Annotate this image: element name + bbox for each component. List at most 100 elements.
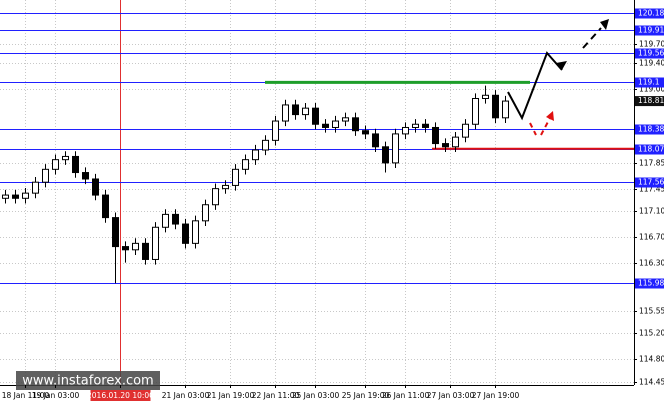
level-box <box>635 8 664 19</box>
candle-body <box>332 120 339 128</box>
candle-body <box>282 104 289 122</box>
last-price-box <box>635 96 664 107</box>
y-tick-label: 116.70 <box>639 233 664 242</box>
x-tick-label: 21 Jan 03:00 <box>162 391 210 400</box>
x-tick-label: 18 Jan 11:00 <box>2 391 50 400</box>
y-tick-label: 117.85 <box>639 159 664 168</box>
x-tick-label: 25 Jan 19:00 <box>342 391 390 400</box>
candle-body <box>302 107 309 116</box>
candle-body <box>352 117 359 132</box>
candle-body <box>382 146 389 164</box>
candle-body <box>492 94 499 119</box>
candle-body <box>312 107 319 125</box>
candle-body <box>392 133 399 164</box>
arrow-head <box>546 111 554 121</box>
level-label: 118.38 <box>638 125 664 134</box>
candle-body <box>152 226 159 260</box>
candle-body <box>122 246 129 251</box>
level-label: 118.07 <box>638 145 664 154</box>
candle-body <box>142 242 149 260</box>
candle-body <box>22 192 29 199</box>
forecast-arrows <box>507 19 609 136</box>
candle-body <box>52 159 59 170</box>
candle-body <box>252 149 259 161</box>
y-tick-label: 114.45 <box>639 378 664 387</box>
candle-body <box>462 123 469 138</box>
candle-body <box>12 194 19 199</box>
candle-body <box>472 98 479 125</box>
candle-body <box>442 143 449 148</box>
x-tick-label: 27 Jan 03:00 <box>427 391 475 400</box>
y-tick-label: 115.20 <box>639 329 664 338</box>
arrow-head <box>556 61 567 70</box>
level-box <box>635 77 664 88</box>
candle-body <box>322 123 329 128</box>
x-tick-label: 19 Jan 03:00 <box>32 391 80 400</box>
level-box <box>635 48 664 59</box>
y-tick-label: 117.10 <box>639 207 664 216</box>
candle-body <box>242 159 249 170</box>
x-tick-label: 27 Jan 19:00 <box>472 391 520 400</box>
x-tick-label: 25 Jan 03:00 <box>292 391 340 400</box>
candle-body <box>62 155 69 161</box>
x-tick-label: 26 Jan 11:00 <box>382 391 430 400</box>
level-label: 119.56 <box>638 49 664 58</box>
candle-body <box>432 126 439 145</box>
candle-body <box>452 136 459 148</box>
candle-body <box>82 172 89 180</box>
y-tick-label: 119.00 <box>639 85 664 94</box>
candle-body <box>132 242 139 251</box>
last-price-label: 118.81 <box>638 96 664 105</box>
level-box <box>635 25 664 36</box>
candle-body <box>182 223 189 244</box>
level-label: 119.91 <box>638 26 664 35</box>
x-tick-label: 21 Jan 19:00 <box>207 391 255 400</box>
candle-body <box>262 139 269 151</box>
candle-body <box>412 123 419 128</box>
candle-body <box>202 204 209 222</box>
candle-body <box>102 194 109 219</box>
y-tick-label: 119.70 <box>639 40 664 49</box>
candle-body <box>32 181 39 194</box>
candle-body <box>2 194 9 199</box>
candle-body <box>422 123 429 128</box>
arrow-head <box>600 19 609 30</box>
watermark-text: www.instaforex.com <box>22 374 153 389</box>
candle-body <box>232 168 239 186</box>
candle-body <box>192 220 199 244</box>
candle-body <box>502 100 509 119</box>
candle-body <box>362 130 369 135</box>
candle-body <box>172 213 179 225</box>
level-label: 115.98 <box>638 279 664 288</box>
y-tick-label: 115.55 <box>639 307 664 316</box>
level-label: 120.18 <box>638 9 664 18</box>
level-box <box>635 177 664 188</box>
candle-body <box>222 184 229 190</box>
candle-body <box>402 126 409 135</box>
candle-body <box>42 168 49 183</box>
candle-body <box>212 188 219 206</box>
level-box <box>635 144 664 155</box>
candle-body <box>372 133 379 148</box>
y-tick-label: 114.80 <box>639 355 664 364</box>
x-tick-label: 22 Jan 11:00 <box>252 391 300 400</box>
candle-body <box>342 117 349 122</box>
candle-body <box>272 120 279 141</box>
y-tick-label: 117.45 <box>639 185 664 194</box>
x-tick-highlight <box>90 390 151 401</box>
level-box <box>635 278 664 289</box>
watermark: www.instaforex.com <box>16 371 160 390</box>
candle-body <box>112 217 119 248</box>
candle-body <box>72 155 79 174</box>
candle-body <box>482 94 489 100</box>
candle-body <box>92 178 99 196</box>
candle-body <box>292 104 299 116</box>
level-box <box>635 124 664 135</box>
level-label: 119.1 <box>638 78 660 87</box>
y-tick-label: 119.40 <box>639 59 664 68</box>
candle-body <box>162 213 169 228</box>
x-tick-label: 2016.01.20 10:00 <box>87 391 154 400</box>
level-label: 117.56 <box>638 178 664 187</box>
y-tick-label: 116.30 <box>639 259 664 268</box>
